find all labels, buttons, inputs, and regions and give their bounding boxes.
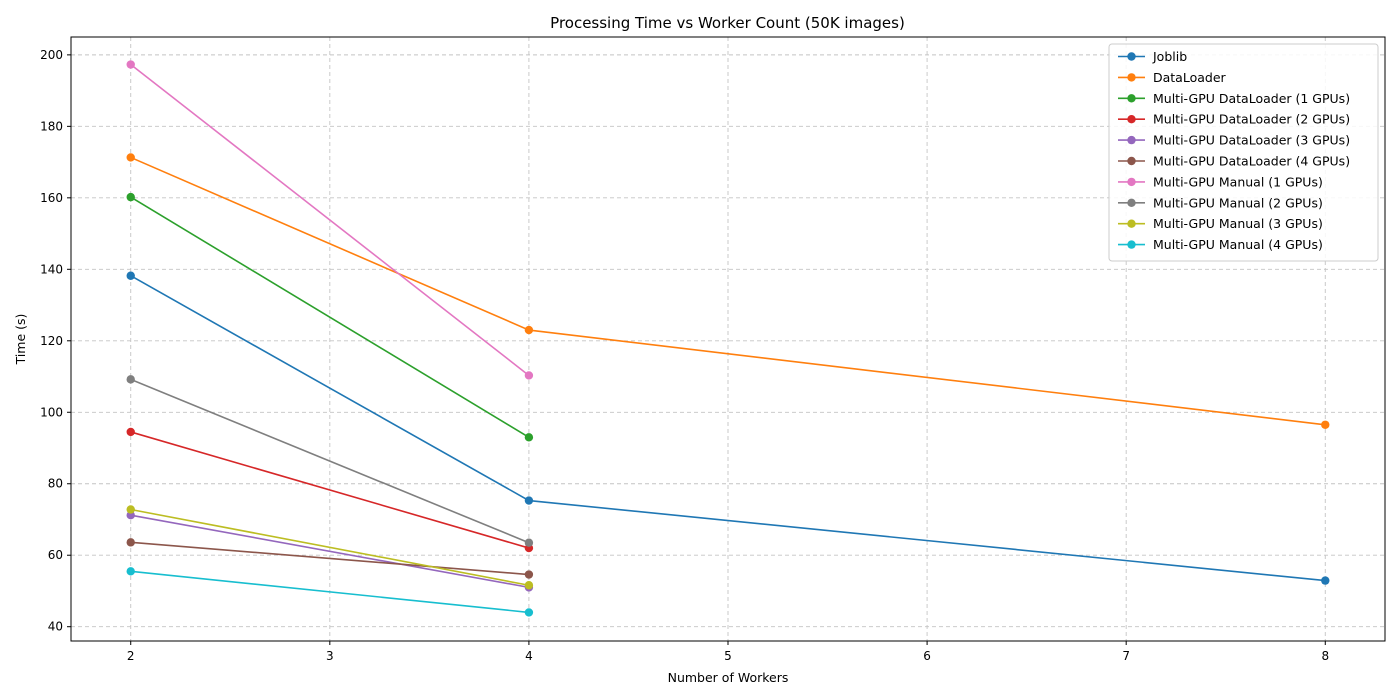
data-point (1321, 420, 1330, 429)
series-line (130, 378, 530, 544)
data-point (524, 325, 534, 335)
x-tick-label: 3 (326, 649, 334, 663)
data-point (126, 538, 135, 547)
x-tick-label: 6 (923, 649, 931, 663)
y-tick-label: 200 (40, 48, 63, 62)
data-point (524, 496, 534, 505)
series-7 (126, 375, 534, 547)
legend-entry: Multi-GPU DataLoader (2 GPUs) (1118, 112, 1350, 127)
data-point (126, 567, 135, 576)
legend: Joblib DataLoader Multi-GPU DataLoader (1 … (1108, 43, 1379, 262)
y-tick-label: 40 (48, 620, 63, 634)
legend-marker (1127, 177, 1136, 187)
series-line (130, 431, 530, 549)
x-axis-label: Number of Workers (668, 670, 789, 685)
series-line (130, 514, 530, 589)
legend-label: Multi-GPU DataLoader (1 GPUs) (1153, 91, 1350, 106)
data-point (126, 192, 135, 202)
legend-entry: Multi-GPU DataLoader (3 GPUs) (1118, 133, 1350, 148)
legend-entry: Multi-GPU Manual (3 GPUs) (1118, 216, 1323, 231)
legend-label: Multi-GPU Manual (1 GPUs) (1153, 174, 1323, 189)
y-tick-label: 60 (48, 548, 63, 562)
legend-label: Multi-GPU Manual (4 GPUs) (1153, 237, 1323, 252)
legend-entry: DataLoader (1118, 70, 1227, 85)
series-lines (126, 60, 1330, 617)
series-9 (126, 567, 534, 617)
legend-marker (1127, 219, 1136, 228)
data-point (126, 153, 135, 162)
x-tick-label: 4 (525, 649, 533, 663)
legend-entry: Multi-GPU DataLoader (4 GPUs) (1118, 154, 1350, 169)
chart-title: Processing Time vs Worker Count (50K ima… (550, 14, 905, 32)
legend-entry: Multi-GPU DataLoader (1 GPUs) (1118, 91, 1350, 106)
data-point (1321, 576, 1330, 585)
legend-entry: Joblib (1118, 49, 1187, 64)
series-line (130, 541, 529, 576)
legend-entry: Multi-GPU Manual (4 GPUs) (1118, 237, 1323, 252)
legend-entry: Multi-GPU Manual (1 GPUs) (1118, 174, 1323, 189)
legend-label: DataLoader (1153, 70, 1227, 85)
series-8 (126, 505, 534, 590)
y-tick-label: 100 (40, 405, 63, 419)
legend-marker (1127, 240, 1136, 249)
data-point (524, 570, 534, 579)
series-line (130, 508, 530, 587)
data-point (126, 375, 135, 384)
x-tick-label: 8 (1321, 649, 1329, 663)
legend-marker (1127, 115, 1136, 124)
legend-box (1108, 43, 1379, 262)
y-tick-label: 160 (40, 191, 63, 205)
data-point (126, 427, 135, 437)
y-tick-label: 180 (40, 119, 63, 133)
data-point (524, 538, 534, 547)
axis-ticks: 2 3 4 5 6 7 8 40 60 80 100 120 140 160 180 200 (40, 48, 1329, 663)
series-6 (126, 60, 534, 380)
data-point (524, 371, 534, 380)
y-tick-label: 120 (40, 334, 63, 348)
y-axis-label: Time (s) (13, 314, 28, 366)
series-1 (126, 153, 1330, 429)
x-tick-label: 2 (127, 649, 135, 663)
legend-label: Multi-GPU Manual (2 GPUs) (1153, 195, 1323, 210)
series-line (130, 570, 529, 614)
data-point (524, 581, 534, 590)
series-5 (126, 538, 534, 579)
x-tick-label: 5 (724, 649, 732, 663)
legend-label: Multi-GPU Manual (3 GPUs) (1153, 216, 1323, 231)
series-line (130, 63, 530, 377)
data-point (126, 60, 135, 69)
legend-label: Multi-GPU DataLoader (4 GPUs) (1153, 154, 1350, 169)
data-point (126, 271, 135, 280)
legend-entry: Multi-GPU Manual (2 GPUs) (1118, 195, 1323, 210)
legend-label: Multi-GPU DataLoader (3 GPUs) (1153, 133, 1350, 148)
x-tick-label: 7 (1122, 649, 1130, 663)
data-point (524, 433, 534, 442)
legend-marker (1127, 94, 1136, 103)
legend-label: Multi-GPU DataLoader (2 GPUs) (1153, 112, 1350, 127)
y-tick-label: 80 (48, 477, 63, 491)
legend-marker (1127, 52, 1136, 61)
series-2 (126, 192, 534, 442)
legend-marker (1127, 73, 1136, 82)
y-tick-label: 140 (40, 262, 63, 276)
data-point (126, 505, 135, 514)
legend-marker (1127, 135, 1136, 145)
data-point (524, 608, 534, 617)
series-0 (126, 271, 1330, 585)
legend-label: Joblib (1152, 49, 1187, 64)
legend-marker (1127, 156, 1136, 166)
legend-marker (1127, 198, 1136, 207)
series-line (130, 196, 530, 438)
